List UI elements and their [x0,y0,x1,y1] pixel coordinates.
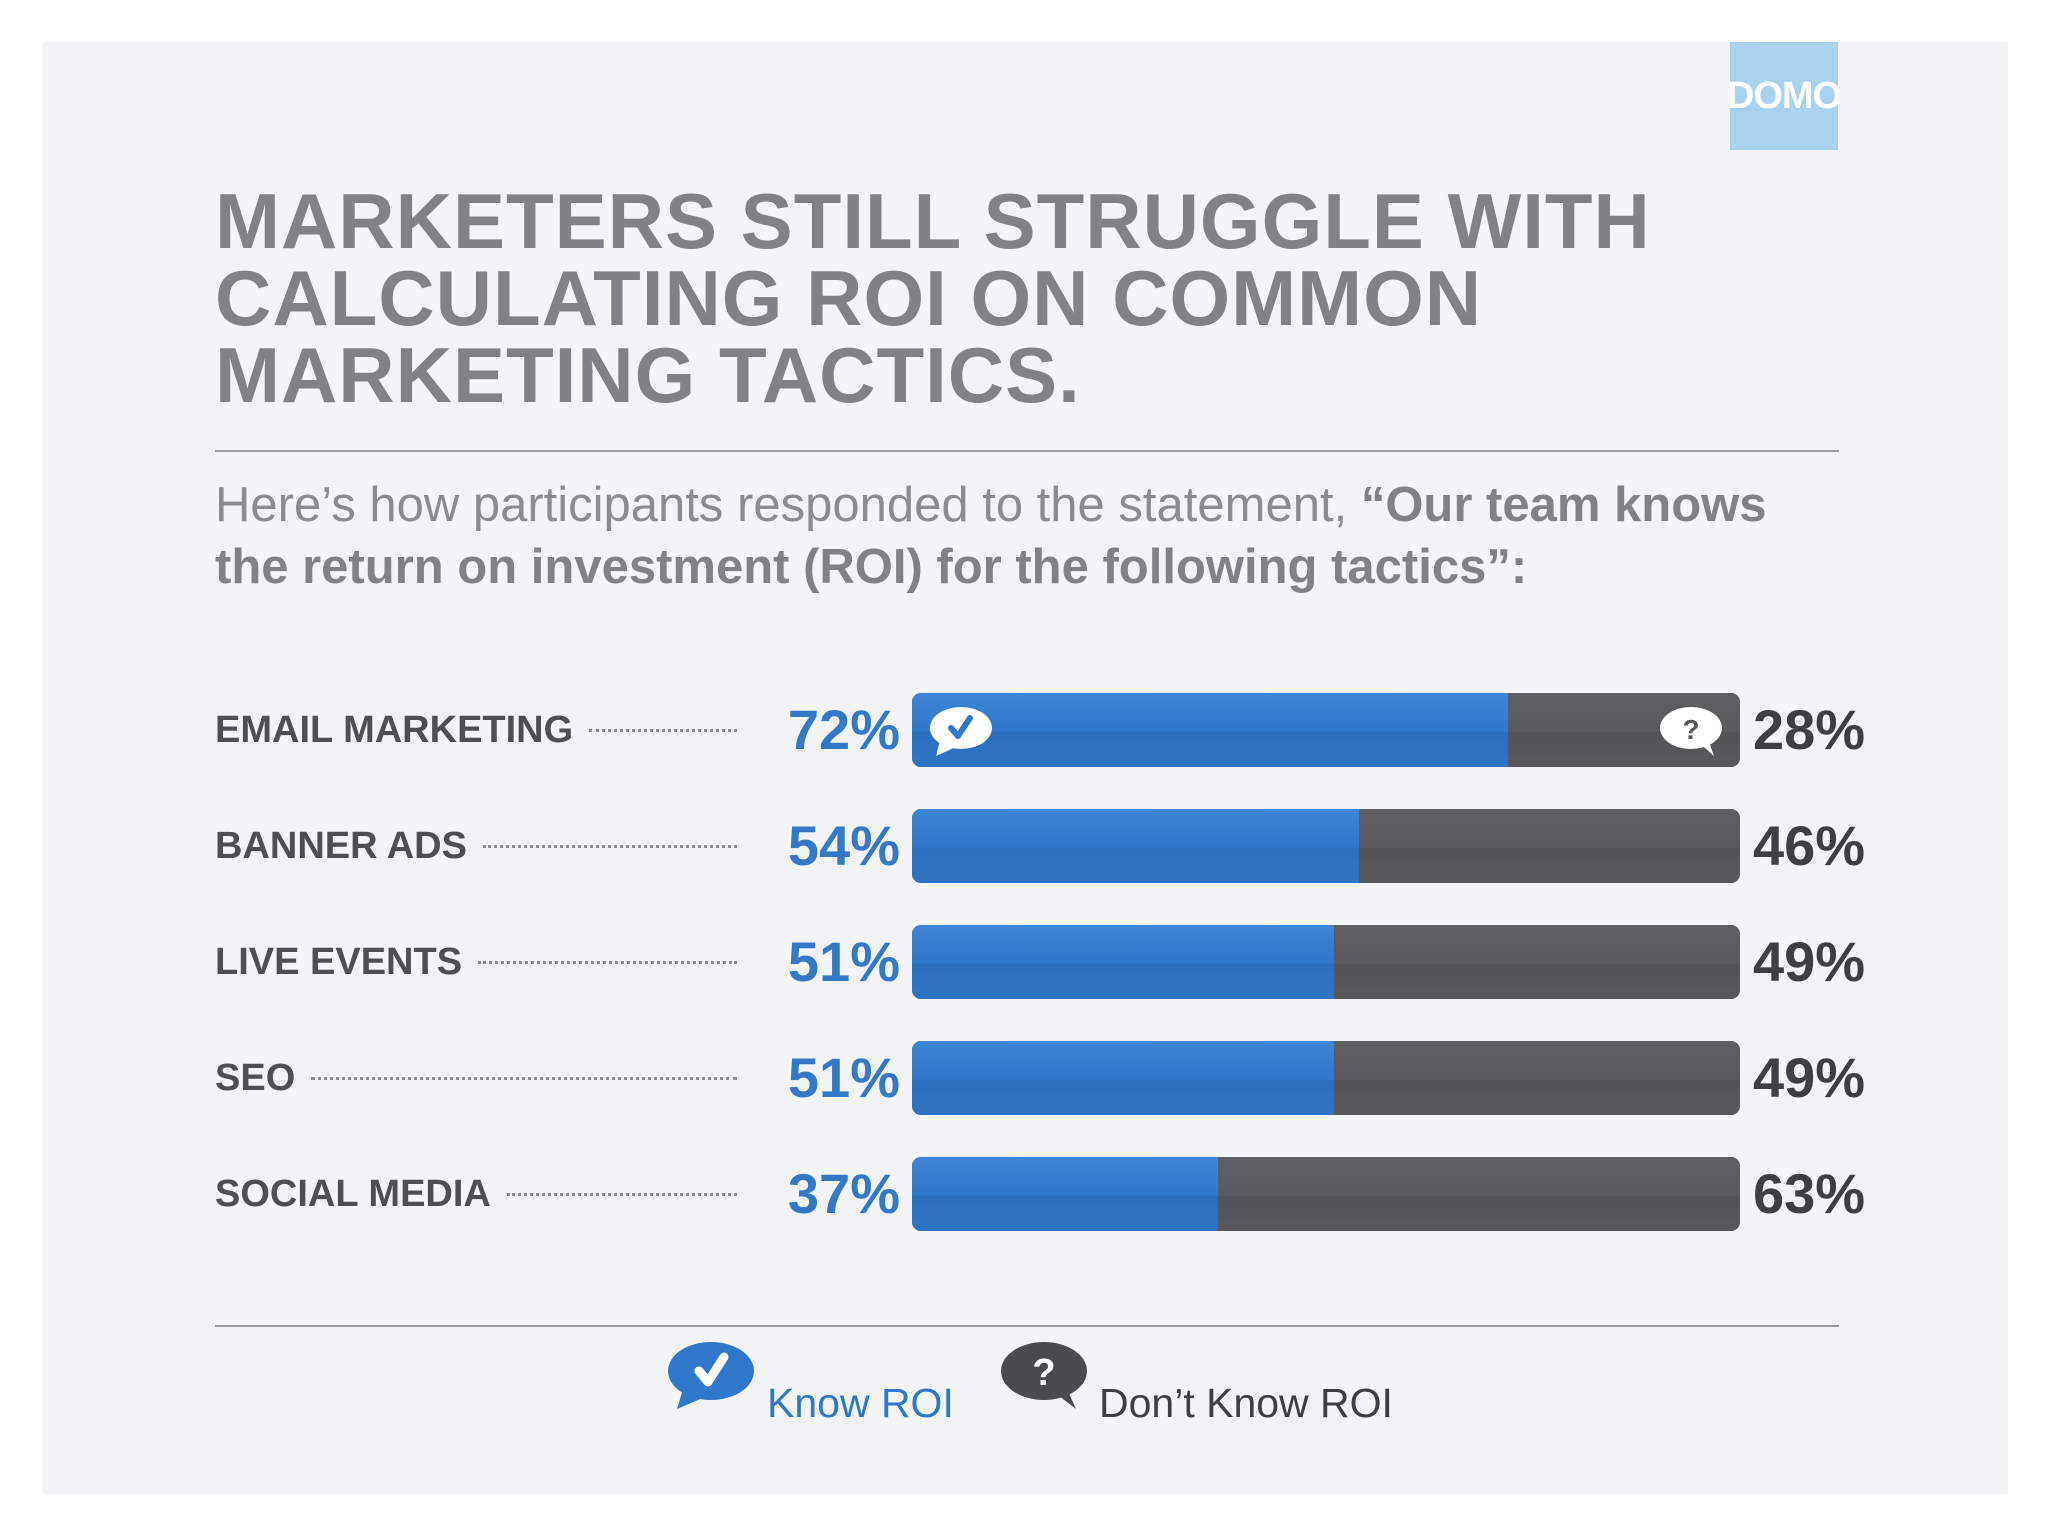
dont-know-value-label: 28% [1753,698,1866,761]
question-speech-bubble-icon: ? [1001,1342,1087,1409]
category-label: LIVE EVENTS [215,940,737,984]
subtitle-quote: “Our team knows the return on investment… [215,478,1767,594]
category-label-text: SOCIAL MEDIA [215,1173,491,1215]
page-title: MARKETERS STILL STRUGGLE WITH CALCULATIN… [215,177,1651,419]
svg-text:?: ? [1682,714,1699,745]
category-label-text: SEO [215,1057,296,1099]
subtitle-lead: Here’s how participants responded to the… [215,478,1361,532]
subtitle: Here’s how participants responded to the… [215,474,1839,598]
dont-know-value-label: 63% [1753,1162,1866,1225]
legend-know-roi: Know ROI [767,1380,954,1426]
top-divider [215,450,1839,452]
know-value-label: 54% [787,814,900,877]
check-speech-bubble-icon [668,1342,754,1409]
category-label: BANNER ADS [215,824,737,868]
bar-segment-know-roi [912,693,1509,767]
infographic-card [42,42,2008,1494]
bar-segment-know-roi [912,809,1360,883]
dot-leader [506,1192,737,1196]
dot-leader [589,728,737,732]
category-label-text: EMAIL MARKETING [215,709,574,751]
bar-segment-know-roi [912,925,1335,999]
bar-segment-know-roi [912,1041,1335,1115]
know-value-label: 51% [787,930,900,993]
dont-know-value-label: 49% [1753,1046,1866,1109]
bar-segment-dont-know-roi [1334,1041,1740,1115]
dot-leader [482,844,737,848]
bar-segment-dont-know-roi [1334,925,1740,999]
svg-text:?: ? [1032,1352,1055,1394]
dot-leader [478,960,737,964]
dont-know-value-label: 46% [1753,814,1866,877]
question-bubble-icon: ? [1660,707,1722,756]
bar-segment-know-roi [912,1157,1219,1231]
category-label: EMAIL MARKETING [215,708,737,752]
legend-dont-know-roi: Don’t Know ROI [1099,1380,1393,1426]
category-label-text: LIVE EVENTS [215,941,463,983]
stacked-bar [912,1157,1740,1231]
bar-segment-dont-know-roi [1359,809,1740,883]
stacked-bar [912,809,1740,883]
dot-leader [311,1076,737,1080]
check-bubble-icon [930,707,992,756]
bottom-divider [215,1325,1839,1327]
know-value-label: 51% [787,1046,900,1109]
category-label-text: BANNER ADS [215,825,467,867]
stacked-bar [912,925,1740,999]
stacked-bar: ? [912,693,1740,767]
category-label: SEO [215,1056,737,1100]
bar-segment-dont-know-roi [1218,1157,1740,1231]
know-value-label: 37% [787,1162,900,1225]
know-value-label: 72% [787,698,900,761]
domo-logo: DOMO [1730,42,1838,150]
dont-know-value-label: 49% [1753,930,1866,993]
stacked-bar [912,1041,1740,1115]
category-label: SOCIAL MEDIA [215,1172,737,1216]
